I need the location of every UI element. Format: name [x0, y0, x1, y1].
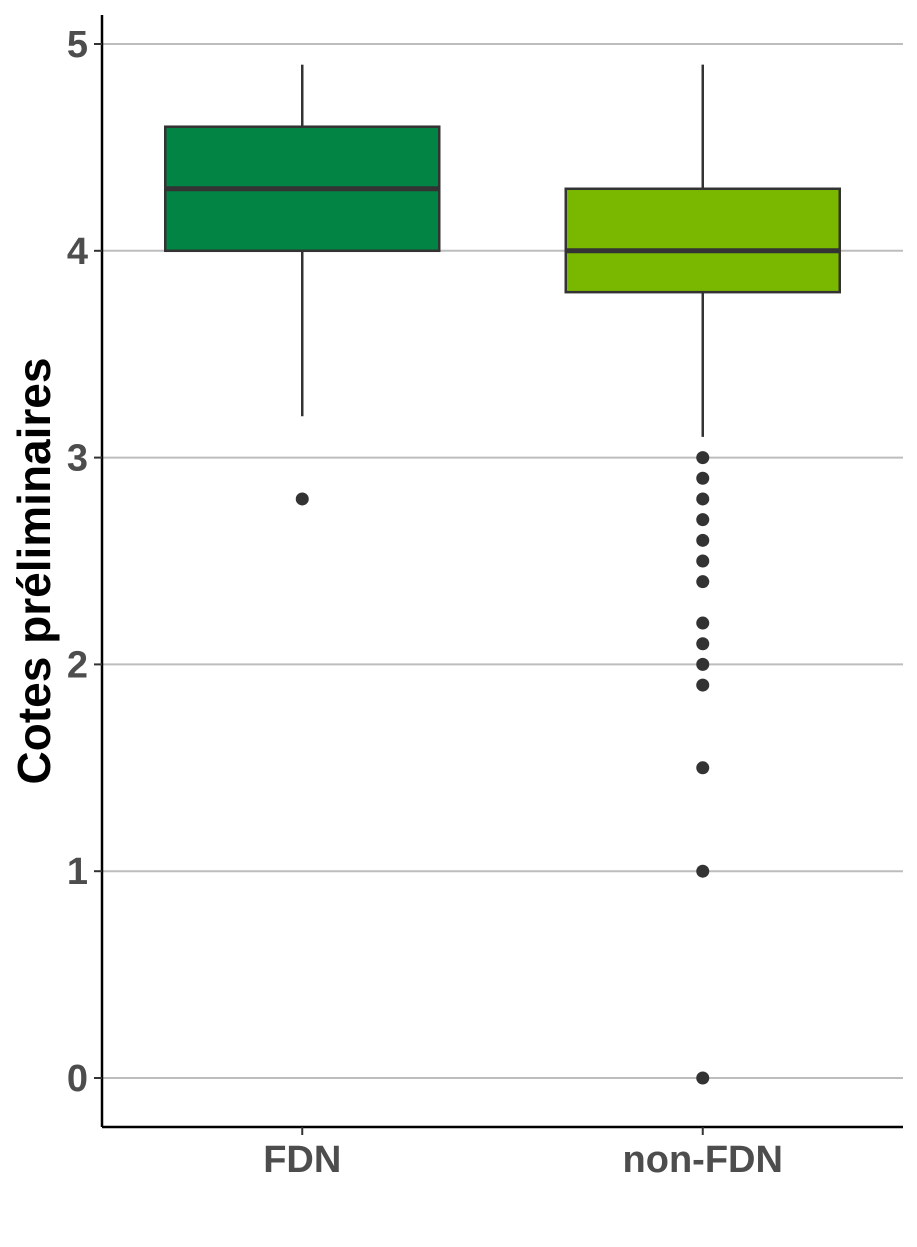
boxes — [164, 64, 841, 437]
axes — [100, 15, 903, 1129]
y-tick-label-2: 2 — [67, 644, 88, 686]
outlier-point-non-FDN-2.6 — [696, 533, 710, 547]
outlier-point-FDN-2.8 — [295, 492, 309, 506]
outlier-point-non-FDN-1.9 — [696, 678, 710, 692]
y-tick-label-4: 4 — [67, 231, 88, 273]
outlier-point-non-FDN-1.5 — [696, 761, 710, 775]
outlier-point-non-FDN-2.2 — [696, 616, 710, 630]
outlier-point-non-FDN-2.4 — [696, 575, 710, 589]
y-tick-labels: 0 1 2 3 4 5 — [67, 24, 102, 1100]
y-tick-label-5: 5 — [67, 24, 88, 66]
iqr-box — [564, 187, 841, 294]
outlier-point-non-FDN-2.9 — [696, 471, 710, 485]
outlier-point-non-FDN-1 — [696, 864, 710, 878]
box-FDN — [164, 64, 441, 417]
y-tick-label-1: 1 — [67, 851, 88, 893]
outlier-point-non-FDN-2.8 — [696, 492, 710, 506]
outlier-point-non-FDN-2.1 — [696, 637, 710, 651]
x-tick-label-FDN: FDN — [263, 1139, 341, 1181]
x-tick-label-non-FDN: non-FDN — [623, 1139, 783, 1181]
outlier-point-non-FDN-3 — [696, 451, 710, 465]
outlier-point-non-FDN-2.7 — [696, 513, 710, 527]
y-tick-label-3: 3 — [67, 438, 88, 480]
outlier-point-non-FDN-2.5 — [696, 554, 710, 568]
outlier-point-non-FDN-2 — [696, 657, 710, 671]
y-axis-title: Cotes préliminaires — [8, 358, 60, 785]
y-tick-label-0: 0 — [67, 1058, 88, 1100]
outlier-points — [295, 451, 710, 1085]
x-tick-labels: FDN non-FDN — [263, 1127, 783, 1181]
outlier-point-non-FDN-0 — [696, 1071, 710, 1085]
box-non-FDN — [564, 64, 841, 437]
